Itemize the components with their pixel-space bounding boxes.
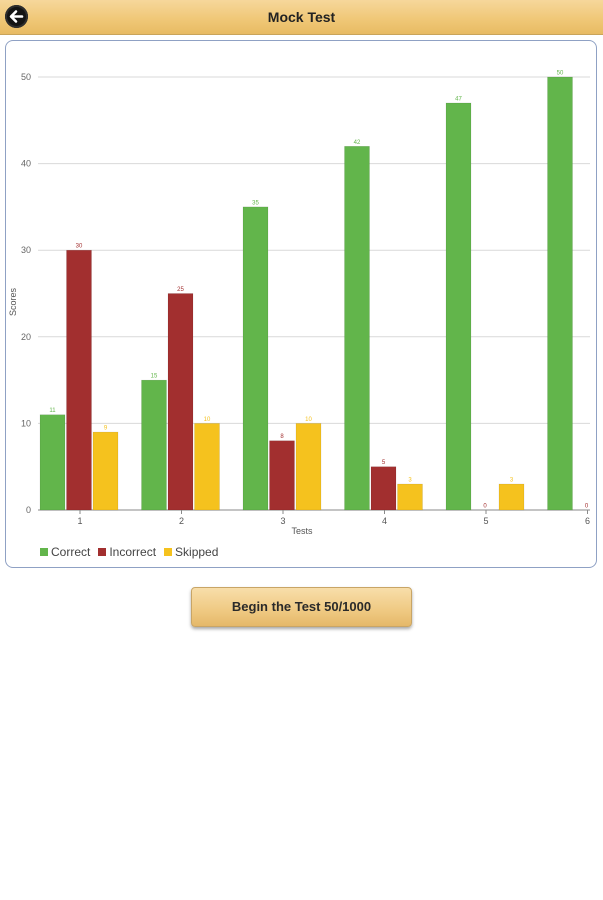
- header-bar: Mock Test: [0, 0, 603, 35]
- begin-test-button[interactable]: Begin the Test 50/1000: [191, 587, 412, 627]
- bar-incorrect: [269, 440, 295, 511]
- bar-skipped: [498, 483, 525, 511]
- legend-item-incorrect: Incorrect: [98, 545, 156, 559]
- data-label: 15: [151, 374, 158, 380]
- legend-swatch: [98, 548, 107, 556]
- legend-item-skipped: Skipped: [164, 545, 218, 559]
- bar-incorrect: [66, 249, 92, 511]
- data-label: 42: [354, 140, 361, 146]
- legend-label: Incorrect: [109, 545, 157, 559]
- legend-swatch: [40, 548, 48, 556]
- bar-correct: [141, 379, 167, 511]
- bar-incorrect: [167, 293, 194, 511]
- data-label: 11: [49, 408, 56, 414]
- data-label: 0: [483, 504, 487, 510]
- data-label: 5: [382, 460, 386, 466]
- data-label: 30: [76, 244, 83, 250]
- data-label: 10: [204, 417, 211, 423]
- bar-skipped: [194, 423, 220, 511]
- bar-correct: [39, 414, 66, 511]
- data-label: 47: [455, 96, 462, 102]
- data-label: 35: [252, 200, 259, 206]
- bar-skipped: [397, 483, 423, 511]
- legend-label: Correct: [51, 545, 91, 559]
- bar-correct: [445, 102, 472, 511]
- data-label: 0: [585, 504, 589, 510]
- data-label: 10: [305, 417, 312, 423]
- x-tick-label: 5: [483, 516, 488, 526]
- bar-correct: [242, 206, 269, 511]
- x-tick-label: 6: [585, 516, 590, 526]
- y-tick-label: 40: [21, 159, 31, 169]
- data-label: 25: [177, 287, 184, 293]
- x-tick-label: 4: [382, 516, 387, 526]
- y-tick-label: 50: [21, 72, 31, 82]
- back-button[interactable]: [5, 5, 28, 28]
- data-label: 8: [280, 434, 284, 440]
- x-tick-label: 3: [280, 516, 285, 526]
- y-tick-label: 30: [21, 245, 31, 255]
- data-label: 3: [510, 478, 514, 484]
- back-arrow-icon: [9, 10, 24, 23]
- legend-item-correct: Correct: [40, 545, 90, 559]
- y-axis-title: Scores: [8, 287, 18, 316]
- bar-skipped: [92, 431, 119, 511]
- y-tick-label: 20: [21, 332, 31, 342]
- data-label: 3: [408, 478, 412, 484]
- y-tick-label: 10: [21, 418, 31, 428]
- chart-legend: Correct Incorrect Skipped: [40, 544, 226, 560]
- y-tick-label: 0: [26, 505, 31, 515]
- bar-skipped: [295, 423, 322, 511]
- bar-incorrect: [370, 466, 397, 511]
- bar-correct: [547, 76, 573, 511]
- x-axis-title: Tests: [291, 526, 313, 536]
- legend-swatch: [164, 548, 173, 556]
- page-title: Mock Test: [267, 9, 336, 25]
- x-tick-label: 1: [77, 516, 82, 526]
- x-tick-label: 2: [179, 516, 184, 526]
- data-label: 50: [557, 71, 564, 77]
- legend-label: Skipped: [175, 545, 219, 559]
- data-label: 9: [104, 426, 108, 432]
- bar-correct: [344, 146, 370, 511]
